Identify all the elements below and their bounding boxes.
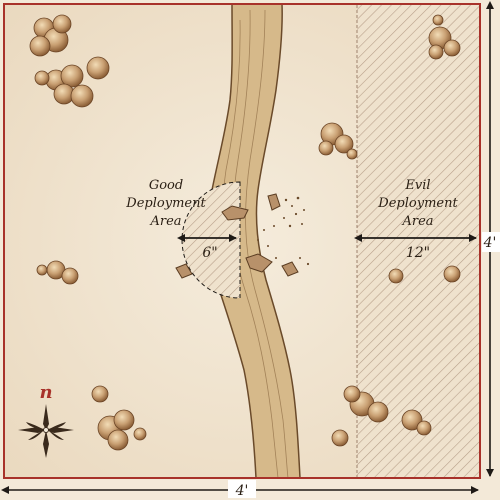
compass-rose: n — [18, 382, 74, 458]
forest-top-left — [29, 14, 72, 57]
evil-depth-label: 12" — [406, 245, 430, 261]
evil-zone-label-line1: Evil — [404, 178, 430, 193]
map-border — [3, 3, 481, 479]
height-dimension-label: 4' — [483, 235, 497, 251]
forest-left-cluster — [34, 56, 110, 108]
compass-north-letter: n — [39, 382, 52, 403]
forest-left-mid — [36, 260, 79, 285]
good-zone-label-line3: Area — [149, 214, 181, 229]
good-zone-label-line1: Good — [149, 178, 183, 193]
forest-center — [318, 122, 358, 160]
scattered-stones — [257, 196, 310, 266]
forest-bottom-center — [91, 385, 147, 451]
height-label-bg — [482, 232, 500, 252]
evil-zone-label-line2: Deployment — [377, 196, 458, 211]
good-zone-label-line2: Deployment — [125, 196, 206, 211]
good-depth-label: 6" — [202, 245, 217, 261]
compass-icon — [18, 404, 74, 458]
width-dimension-label: 4' — [235, 483, 249, 499]
rocks — [175, 193, 299, 279]
forest-bottom-right — [331, 385, 432, 447]
width-label-bg — [228, 480, 256, 498]
evil-zone-label-line3: Area — [401, 214, 433, 229]
forests — [29, 14, 461, 451]
forest-right-mid — [388, 265, 461, 284]
forest-top-right — [428, 14, 461, 60]
